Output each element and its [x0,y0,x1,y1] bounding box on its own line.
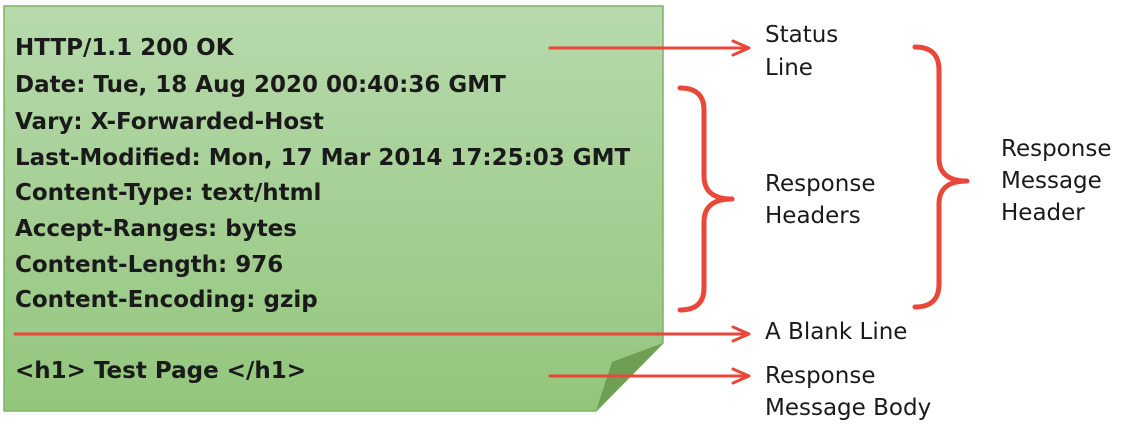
body-line-text: <h1> Test Page </h1> [15,358,307,384]
header-content-length: Content-Length: 976 [15,252,284,278]
header-last-modified: Last-Modified: Mon, 17 Mar 2014 17:25:03… [15,145,631,171]
arrow-blank-line [13,325,751,343]
header-content-encoding: Content-Encoding: gzip [15,287,318,313]
brace-response-headers [677,85,735,313]
label-header-message: Message [1001,168,1102,194]
label-message-body: Message Body [765,395,932,421]
header-vary: Vary: X-Forwarded-Host [15,109,324,135]
arrow-message-body [548,367,751,385]
brace-response-message-header [912,44,970,310]
header-date: Date: Tue, 18 Aug 2020 00:40:36 GMT [15,72,506,98]
label-headers: Headers [765,203,861,229]
status-line-text: HTTP/1.1 200 OK [15,35,234,61]
label-status: Status [765,22,839,48]
label-header-header: Header [1001,200,1085,226]
label-response: Response [765,171,876,197]
header-accept-ranges: Accept-Ranges: bytes [15,216,297,242]
arrow-status-line [548,39,751,57]
label-header-response: Response [1001,136,1112,162]
label-a-blank-line: A Blank Line [765,319,908,345]
header-content-type: Content-Type: text/html [15,180,322,206]
label-body-response: Response [765,363,876,389]
label-line: Line [765,55,813,81]
